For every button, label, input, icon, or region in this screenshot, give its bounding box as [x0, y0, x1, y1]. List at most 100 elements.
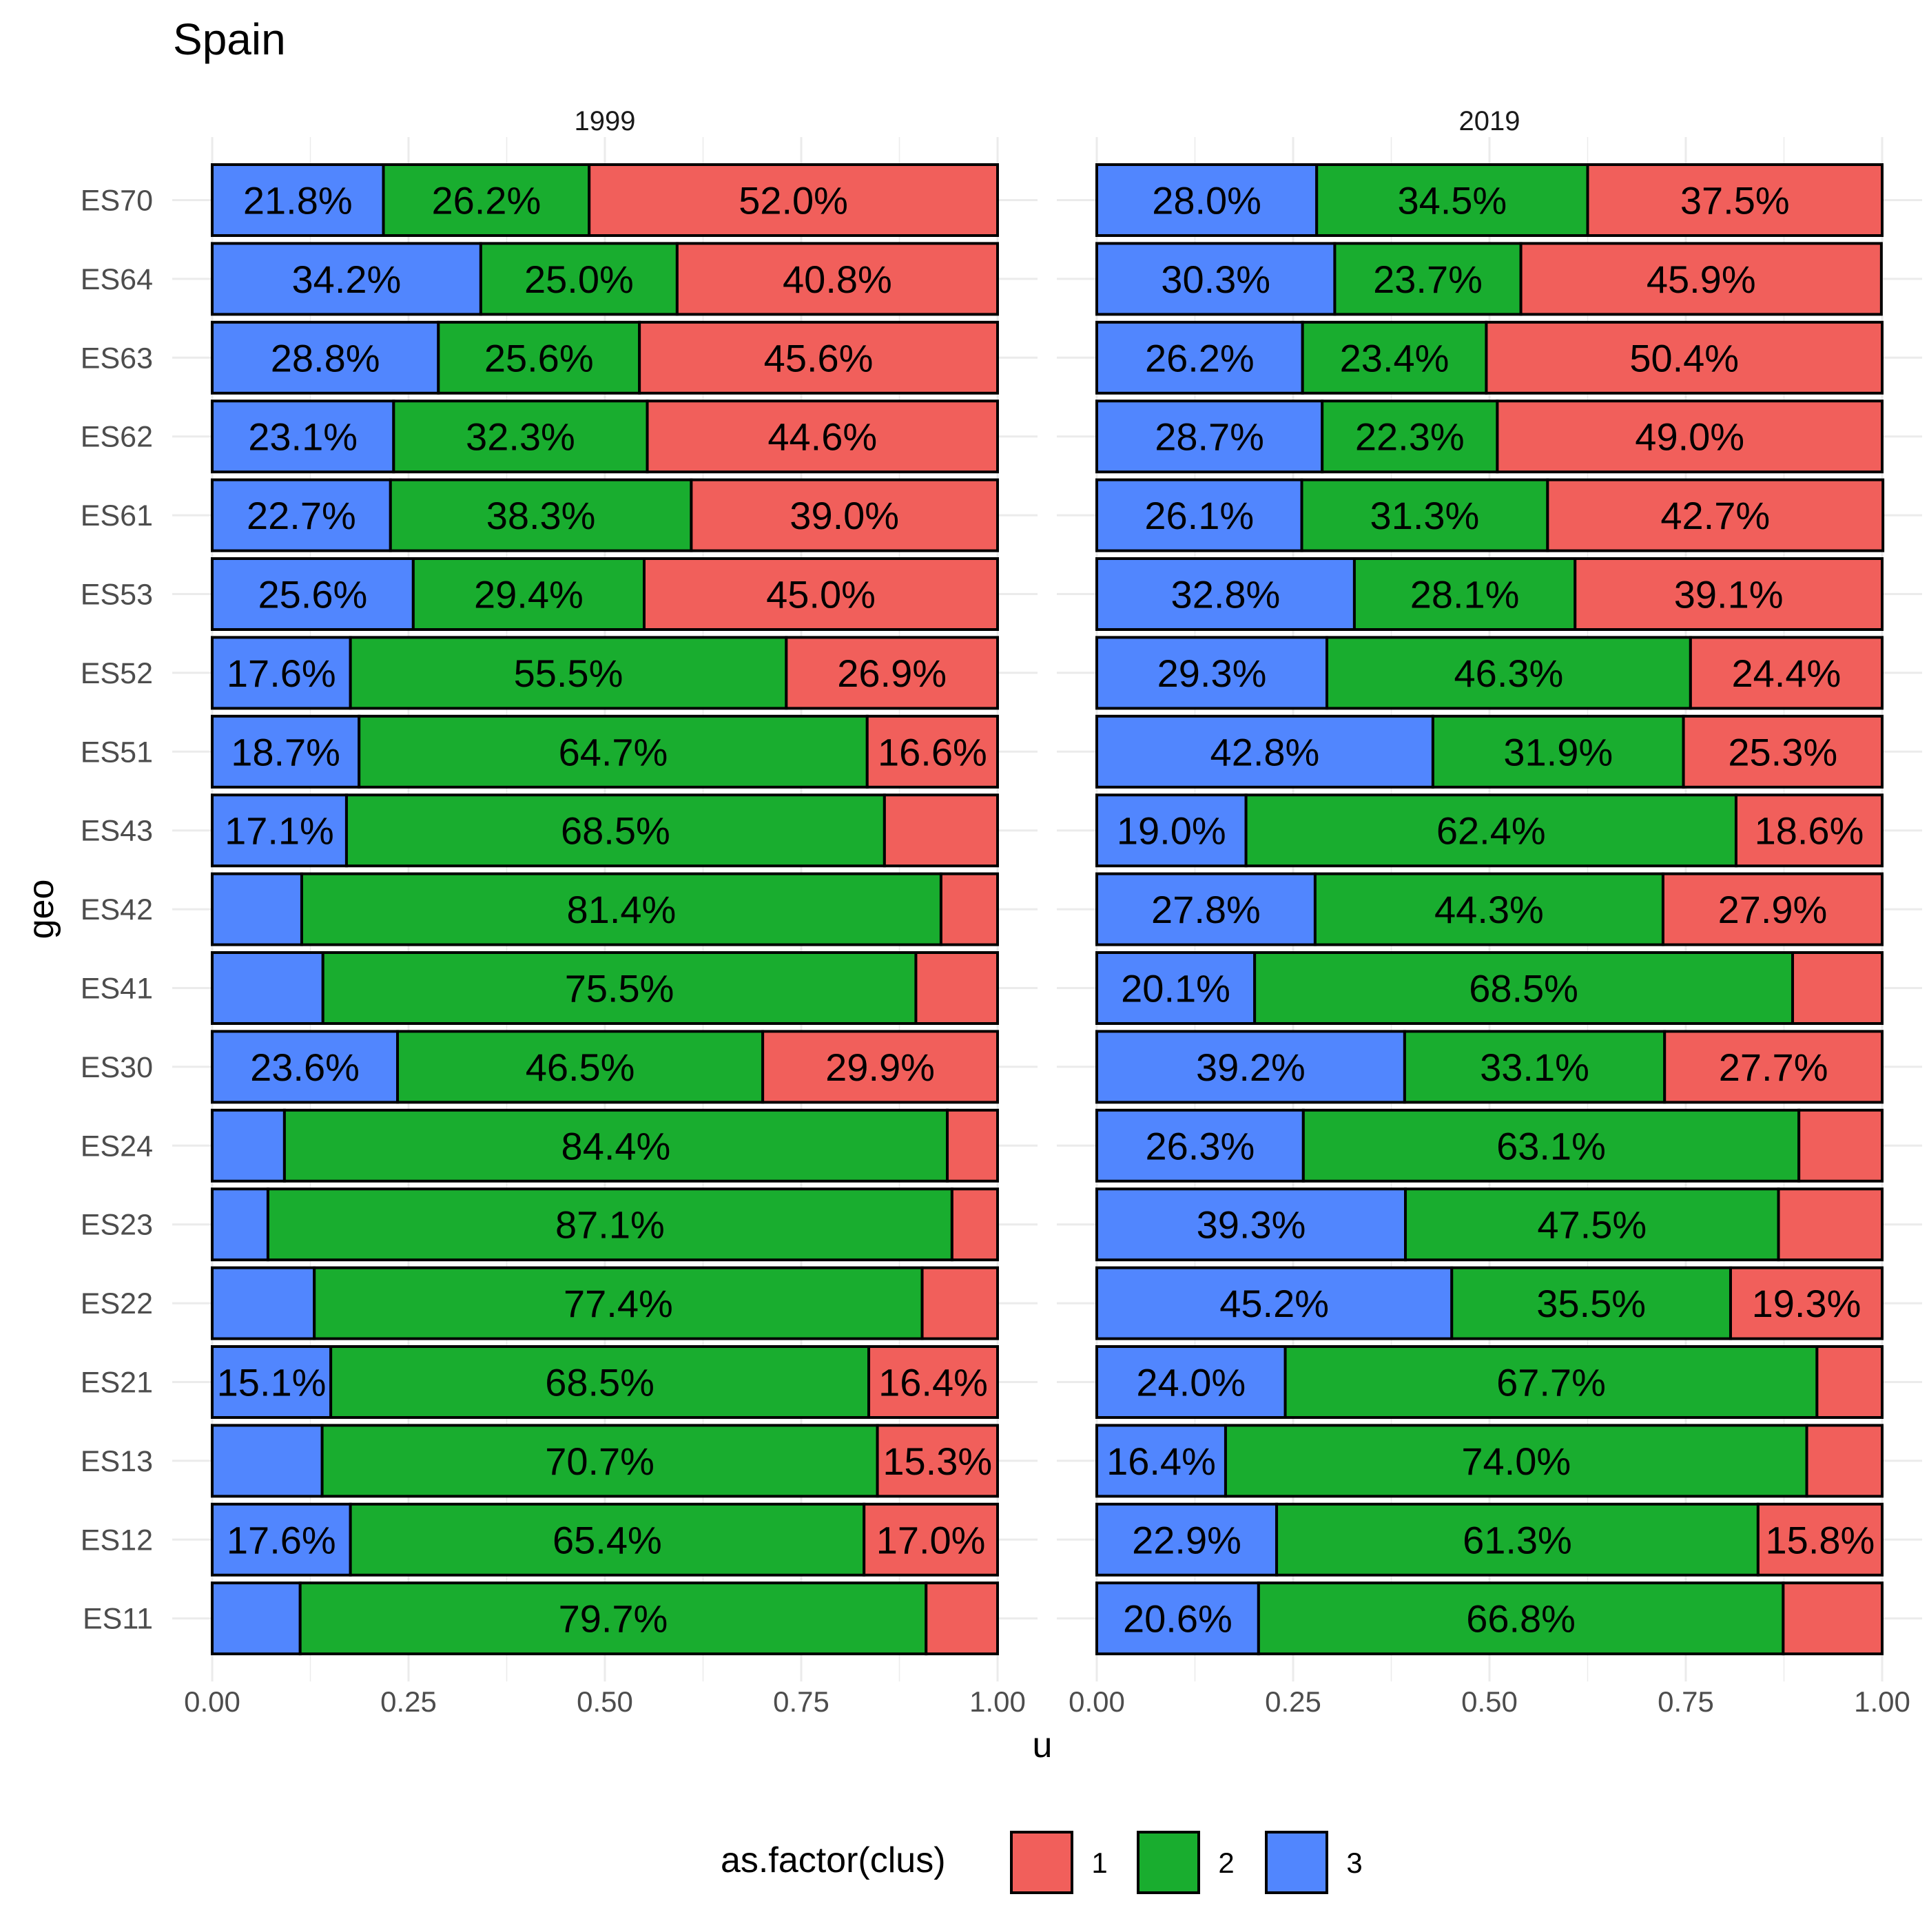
bar-segment-clus-3	[211, 242, 482, 316]
bar-segment-clus-1	[690, 478, 1000, 552]
bar-segment-clus-1	[1485, 320, 1884, 395]
bar-segment-clus-2	[1253, 951, 1795, 1025]
x-tick-label: 1.00	[1854, 1685, 1910, 1718]
bar-data-label: 26.2%	[431, 179, 541, 222]
bar-segment-clus-3	[1095, 1502, 1279, 1577]
bar-data-label: 20.6%	[1123, 1597, 1232, 1641]
bar-segment-clus-1	[761, 1030, 999, 1104]
bar-data-label: 35.5%	[1536, 1282, 1646, 1325]
bar-segment-clus-2	[382, 163, 591, 237]
bar-data-label: 45.2%	[1219, 1282, 1329, 1325]
bar-segment-clus-2	[1352, 557, 1577, 631]
bar-data-label: 16.4%	[1106, 1440, 1216, 1483]
bar-segment-clus-2	[349, 1502, 866, 1577]
bar-segment-clus-1	[939, 872, 1000, 946]
bar-data-label: 75.5%	[565, 967, 674, 1010]
x-axis-title: u	[1033, 1725, 1053, 1765]
bar-segment-clus-2	[282, 1108, 949, 1183]
bar-segment-clus-1	[883, 793, 999, 868]
y-tick-label: ES52	[81, 657, 153, 690]
bar-data-label: 32.8%	[1171, 573, 1281, 616]
y-tick-label: ES62	[81, 421, 153, 454]
bar-segment-clus-3	[211, 1266, 316, 1340]
bar-data-label: 25.3%	[1728, 730, 1837, 773]
bar-segment-clus-1	[950, 1187, 1000, 1262]
bar-data-label: 70.7%	[545, 1440, 654, 1483]
bar-segment-clus-2	[313, 1266, 924, 1340]
bar-segment-clus-2	[1301, 320, 1488, 395]
x-tick-label: 0.75	[1658, 1685, 1714, 1718]
bar-data-label: 27.9%	[1718, 888, 1828, 931]
bar-segment-clus-3	[1095, 1108, 1305, 1183]
bar-segment-clus-3	[211, 399, 395, 474]
bar-data-label: 18.6%	[1755, 809, 1864, 853]
bar-segment-clus-3	[211, 872, 303, 946]
bar-data-label: 42.7%	[1660, 494, 1770, 537]
bar-segment-clus-3	[1095, 1424, 1227, 1498]
bar-segment-clus-1	[867, 1345, 1000, 1419]
bar-segment-clus-1	[1756, 1502, 1884, 1577]
bar-data-label: 74.0%	[1461, 1440, 1571, 1483]
bar-data-label: 20.1%	[1121, 967, 1230, 1010]
bar-segment-clus-3	[211, 1345, 333, 1419]
bar-data-label: 29.3%	[1157, 652, 1267, 695]
bar-segment-clus-1	[863, 1502, 999, 1577]
bar-data-label: 39.1%	[1674, 573, 1784, 616]
bar-segment-clus-1	[588, 163, 999, 237]
bar-data-label: 63.1%	[1496, 1124, 1606, 1167]
bar-data-label: 65.4%	[553, 1518, 662, 1561]
bar-segment-clus-3	[1095, 1030, 1406, 1104]
bar-data-label: 28.8%	[271, 336, 380, 380]
bar-data-label: 24.0%	[1136, 1361, 1246, 1404]
bar-segment-clus-1	[1663, 1030, 1884, 1104]
bar-data-label: 19.3%	[1752, 1282, 1861, 1325]
bar-segment-clus-1	[1805, 1424, 1884, 1498]
bar-segment-clus-3	[1095, 478, 1303, 552]
bar-data-label: 28.7%	[1155, 415, 1264, 459]
bar-data-label: 19.0%	[1117, 809, 1226, 853]
labels-layer: 21.8% 26.2% 52.0% 34.2% 25.0% 40.8% 28.8% 25.6%…	[217, 179, 1875, 1641]
bar-data-label: 15.3%	[883, 1440, 992, 1483]
bar-segment-clus-1	[1782, 1581, 1884, 1656]
bar-data-label: 61.3%	[1463, 1518, 1572, 1561]
bar-segment-clus-1	[925, 1581, 1000, 1656]
bar-segment-clus-1	[1546, 478, 1885, 552]
y-tick-label: ES42	[81, 893, 153, 926]
bar-segment-clus-3	[211, 320, 440, 395]
bar-segment-clus-2	[479, 242, 679, 316]
bar-data-label: 17.0%	[876, 1518, 986, 1561]
bar-segment-clus-3	[211, 951, 324, 1025]
bar-data-label: 81.4%	[567, 888, 677, 931]
bar-segment-clus-1	[1777, 1187, 1884, 1262]
legend-title: as.factor(clus)	[721, 1840, 946, 1880]
bar-data-label: 28.0%	[1152, 179, 1261, 222]
bar-segment-clus-2	[300, 872, 942, 946]
bar-data-label: 25.6%	[258, 573, 368, 616]
bar-data-label: 23.4%	[1340, 336, 1450, 380]
bar-segment-clus-1	[865, 714, 1000, 789]
bar-data-label: 23.7%	[1373, 258, 1483, 301]
bar-segment-clus-3	[1095, 399, 1324, 474]
bar-data-label: 25.0%	[524, 258, 634, 301]
legend-key-2	[1137, 1831, 1200, 1894]
bar-data-label: 27.7%	[1719, 1046, 1828, 1089]
bar-segment-clus-2	[437, 320, 641, 395]
bar-data-label: 31.9%	[1503, 730, 1613, 773]
bar-segment-clus-2	[1315, 163, 1589, 237]
bar-segment-clus-1	[876, 1424, 999, 1498]
y-tick-label: ES70	[81, 185, 153, 218]
bar-segment-clus-1	[785, 636, 999, 710]
bar-data-label: 42.8%	[1210, 730, 1320, 773]
bar-data-label: 37.5%	[1680, 179, 1790, 222]
bar-data-label: 26.1%	[1144, 494, 1254, 537]
bar-data-label: 26.9%	[837, 652, 947, 695]
bar-segment-clus-2	[1283, 1345, 1819, 1419]
bar-data-label: 24.4%	[1732, 652, 1842, 695]
bar-segment-clus-1	[920, 1266, 1000, 1340]
bar-data-label: 29.4%	[474, 573, 584, 616]
bar-data-label: 44.6%	[767, 415, 877, 459]
bar-segment-clus-1	[1661, 872, 1884, 946]
bar-data-label: 77.4%	[564, 1282, 673, 1325]
bar-data-label: 31.3%	[1370, 494, 1480, 537]
bar-segment-clus-2	[1333, 242, 1523, 316]
